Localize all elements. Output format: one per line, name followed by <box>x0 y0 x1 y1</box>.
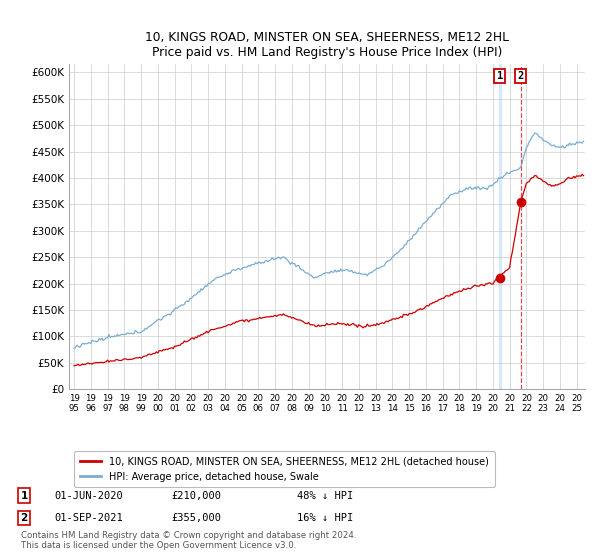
Text: 16% ↓ HPI: 16% ↓ HPI <box>297 513 353 523</box>
Text: 2: 2 <box>518 71 524 81</box>
Text: 48% ↓ HPI: 48% ↓ HPI <box>297 491 353 501</box>
Text: 1: 1 <box>497 71 503 81</box>
Text: Contains HM Land Registry data © Crown copyright and database right 2024.
This d: Contains HM Land Registry data © Crown c… <box>21 530 356 550</box>
Legend: 10, KINGS ROAD, MINSTER ON SEA, SHEERNESS, ME12 2HL (detached house), HPI: Avera: 10, KINGS ROAD, MINSTER ON SEA, SHEERNES… <box>74 451 494 487</box>
Text: £355,000: £355,000 <box>171 513 221 523</box>
Text: 01-SEP-2021: 01-SEP-2021 <box>54 513 123 523</box>
Title: 10, KINGS ROAD, MINSTER ON SEA, SHEERNESS, ME12 2HL
Price paid vs. HM Land Regis: 10, KINGS ROAD, MINSTER ON SEA, SHEERNES… <box>145 31 509 59</box>
Text: £210,000: £210,000 <box>171 491 221 501</box>
Text: 01-JUN-2020: 01-JUN-2020 <box>54 491 123 501</box>
Text: 1: 1 <box>20 491 28 501</box>
Bar <box>499 64 501 389</box>
Text: 2: 2 <box>20 513 28 523</box>
